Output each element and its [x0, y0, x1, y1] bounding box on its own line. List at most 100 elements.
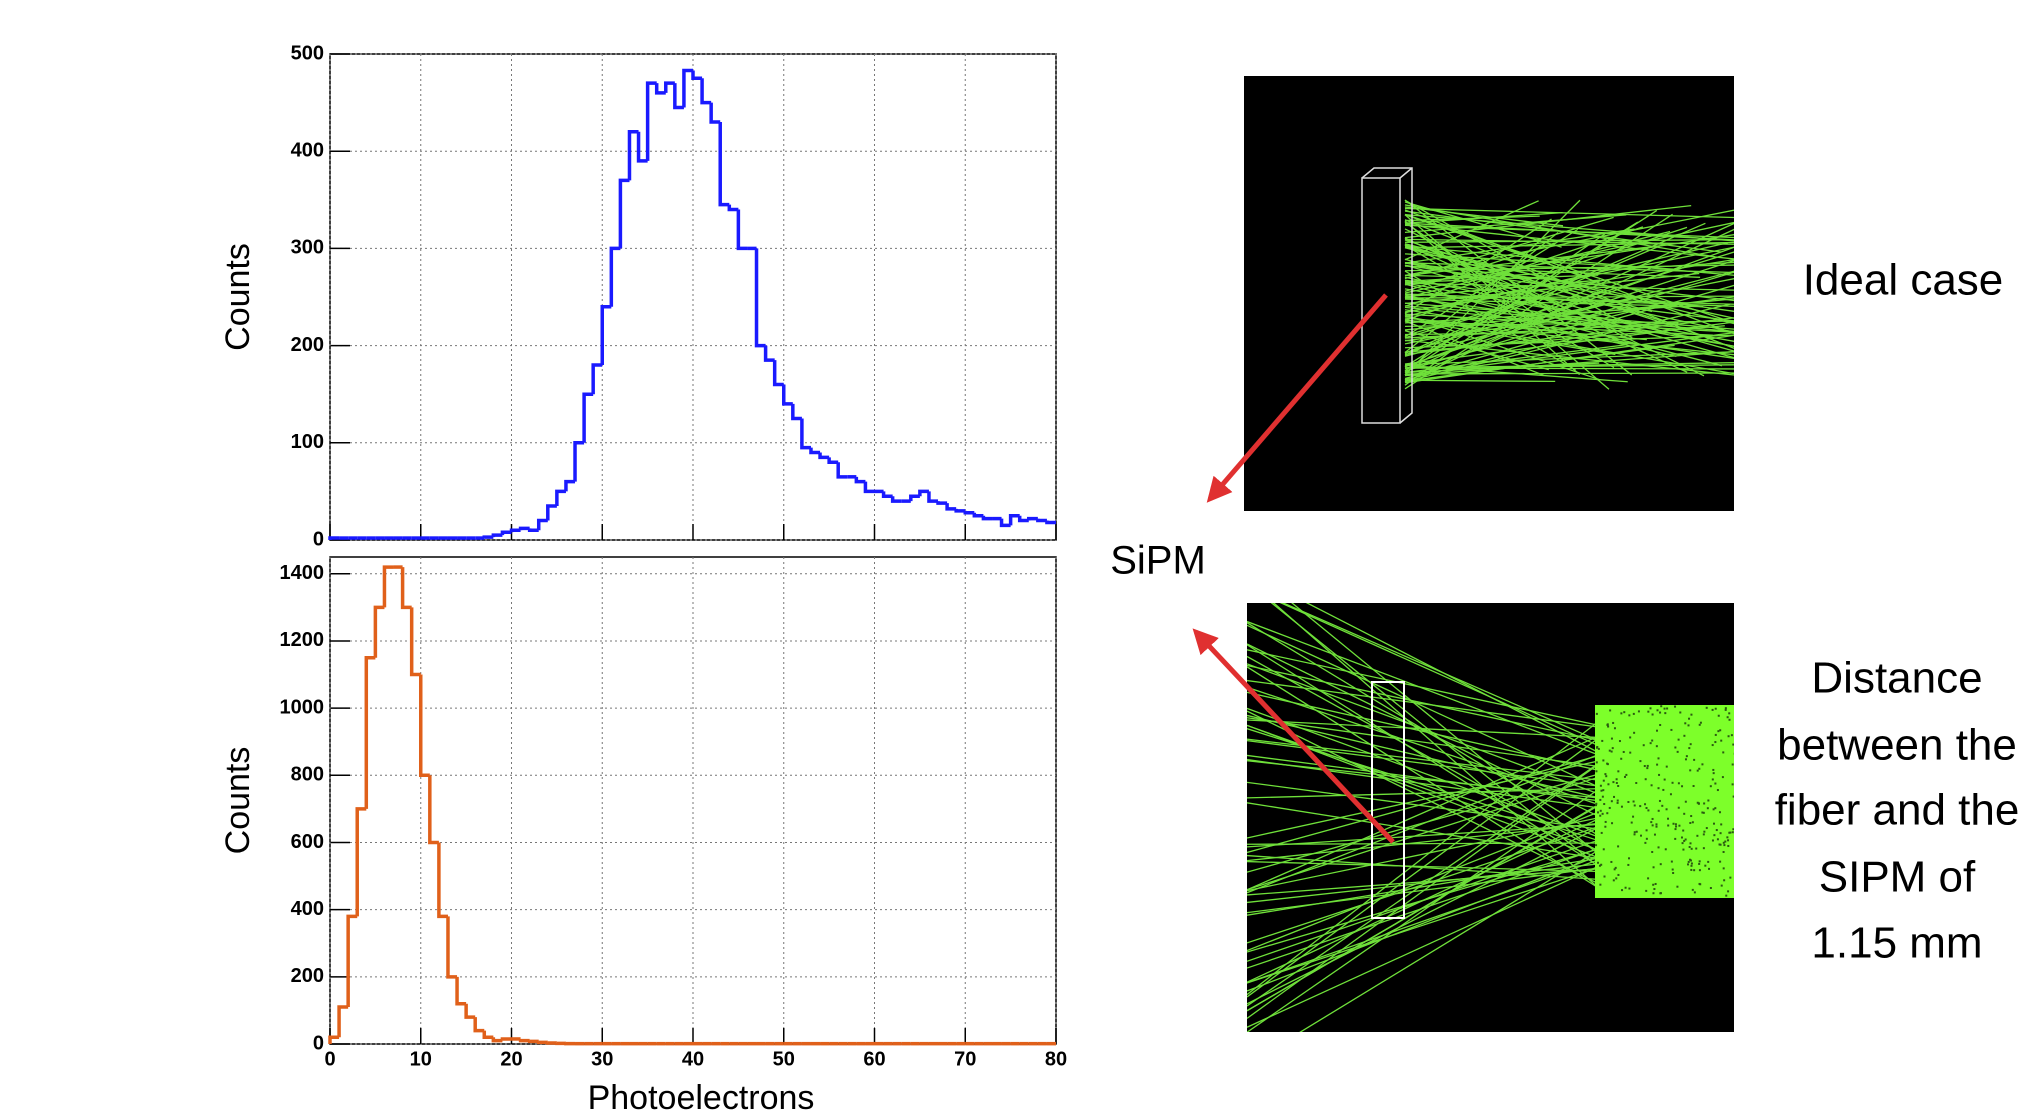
fiber-speck — [1727, 839, 1730, 842]
light-ray — [1404, 317, 1734, 355]
fiber-speck — [1682, 848, 1685, 851]
fiber-speck — [1676, 750, 1679, 753]
histogram-step — [518, 526, 530, 531]
fiber-speck — [1731, 763, 1734, 766]
fiber-speck — [1708, 867, 1711, 870]
fiber-speck — [1669, 793, 1672, 796]
histogram-step — [355, 807, 367, 917]
fiber-speck — [1612, 781, 1615, 784]
fiber-speck — [1705, 706, 1708, 709]
fiber-speck — [1632, 800, 1635, 803]
plot-area — [329, 556, 1057, 1045]
fiber-speck — [1670, 860, 1673, 863]
fiber-speck — [1649, 742, 1652, 745]
fiber-speck — [1658, 799, 1661, 802]
fiber-speck — [1604, 825, 1607, 828]
fiber-speck — [1624, 886, 1627, 889]
fiber-speck — [1711, 839, 1714, 842]
histogram-step — [827, 457, 839, 464]
light-ray — [1247, 760, 1601, 839]
light-ray — [1247, 864, 1601, 1028]
light-ray — [1404, 232, 1607, 372]
fiber-speck — [1712, 772, 1715, 775]
histogram-step — [936, 501, 948, 505]
fiber-speck — [1732, 743, 1734, 746]
fiber-speck — [1604, 820, 1607, 823]
light-ray — [1404, 241, 1734, 249]
sipm-box — [1361, 167, 1413, 424]
fiber-speck — [1674, 828, 1677, 831]
y-tick-label: 1400 — [280, 562, 325, 584]
light-ray — [1247, 802, 1601, 860]
fiber-speck — [1660, 705, 1663, 708]
fiber-speck — [1701, 811, 1704, 814]
histogram-step — [509, 528, 521, 533]
fiber-speck — [1651, 817, 1654, 820]
histogram-step — [409, 607, 421, 677]
fiber-speck — [1675, 825, 1678, 828]
fiber-speck — [1602, 789, 1605, 792]
histogram-step — [636, 131, 648, 163]
fiber-speck — [1663, 707, 1666, 710]
light-ray — [1247, 719, 1601, 996]
fiber-speck — [1609, 709, 1612, 712]
histogram-step — [772, 360, 784, 387]
fiber-speck — [1645, 837, 1648, 840]
fiber-speck — [1689, 842, 1692, 845]
fiber-speck — [1724, 708, 1727, 711]
fiber-speck — [1723, 879, 1726, 882]
fiber-speck — [1650, 784, 1653, 787]
fiber-speck — [1597, 747, 1600, 750]
fiber-speck — [1606, 762, 1609, 765]
fiber-speck — [1608, 749, 1611, 752]
fiber-speck — [1599, 809, 1602, 812]
histogram-step — [455, 976, 467, 1006]
fiber-speck — [1657, 809, 1660, 812]
x-tick-label: 70 — [954, 1048, 976, 1070]
fiber-speck — [1677, 782, 1680, 785]
light-ray — [1404, 270, 1734, 357]
fiber-speck — [1683, 839, 1686, 842]
fiber-speck — [1630, 821, 1633, 824]
histogram-step — [972, 512, 984, 518]
light-ray — [1404, 221, 1639, 368]
histogram-step — [536, 518, 548, 531]
fiber-speck — [1690, 862, 1693, 865]
light-ray — [1404, 213, 1673, 390]
fiber-speck — [1685, 755, 1688, 758]
fiber-speck — [1647, 877, 1650, 880]
fiber-speck — [1693, 758, 1696, 761]
light-ray — [1247, 691, 1601, 772]
light-ray — [1404, 228, 1579, 338]
y-tick-label: 500 — [291, 42, 324, 64]
fiber-speck — [1628, 857, 1631, 860]
histogram-step — [337, 1005, 349, 1038]
fiber-speck — [1726, 716, 1729, 719]
light-ray — [1404, 319, 1734, 356]
y-axis-label: Counts — [219, 243, 257, 351]
fiber-speck — [1600, 789, 1603, 792]
fiber-speck — [1709, 785, 1712, 788]
light-ray — [1404, 259, 1734, 367]
light-ray — [1247, 854, 1601, 992]
fiber-speck — [1707, 860, 1710, 863]
fiber-speck — [1696, 801, 1699, 804]
fiber-speck — [1714, 741, 1717, 744]
y-tick-label: 200 — [291, 965, 324, 987]
fiber-speck — [1688, 717, 1691, 720]
fiber-speck — [1620, 712, 1623, 715]
light-ray — [1404, 367, 1734, 370]
fiber-speck — [1642, 744, 1645, 747]
fiber-speck — [1608, 806, 1611, 809]
light-ray — [1247, 838, 1601, 962]
fiber-speck — [1683, 812, 1686, 815]
fiber-speck — [1595, 712, 1598, 715]
histogram-step — [446, 916, 458, 979]
histogram-step — [527, 528, 539, 533]
light-ray — [1247, 760, 1601, 799]
fiber-speck — [1670, 728, 1673, 731]
light-ray — [1247, 822, 1601, 862]
sipm-box — [1371, 681, 1405, 919]
ideal-simulation-image — [1244, 76, 1734, 511]
